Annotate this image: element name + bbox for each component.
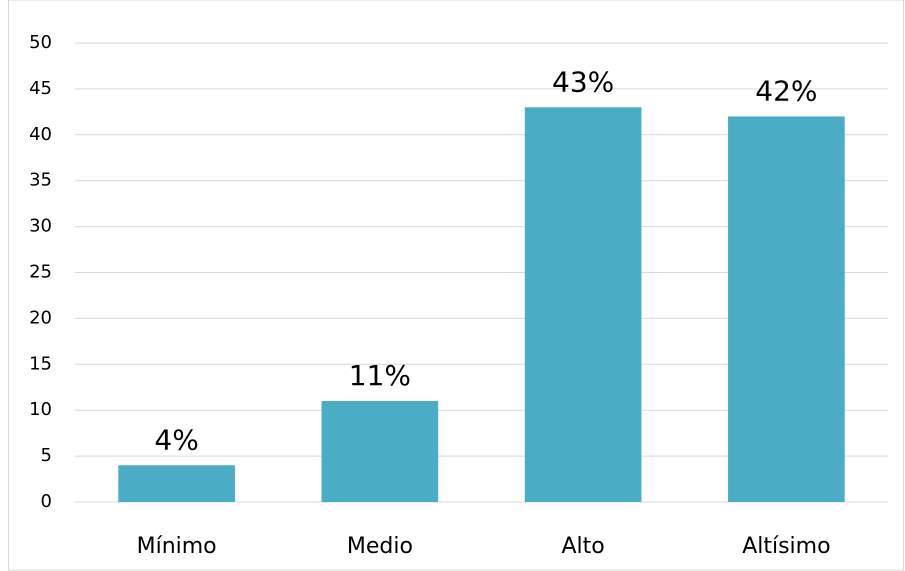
value-label: 42% xyxy=(755,74,817,107)
y-tick-label: 20 xyxy=(29,307,52,328)
y-tick-label: 50 xyxy=(29,32,52,53)
y-tick-label: 40 xyxy=(29,124,52,145)
bar xyxy=(321,401,439,502)
y-tick-label: 0 xyxy=(41,491,52,512)
bar xyxy=(524,107,642,502)
value-label: 11% xyxy=(349,359,411,392)
x-tick-label: Mínimo xyxy=(137,534,217,559)
value-label: 43% xyxy=(552,65,614,98)
y-tick-label: 45 xyxy=(29,78,52,99)
bar xyxy=(728,116,845,502)
value-label: 4% xyxy=(154,423,198,456)
bar xyxy=(118,465,235,502)
y-tick-label: 5 xyxy=(41,445,52,466)
y-tick-label: 30 xyxy=(29,216,52,237)
y-tick-label: 15 xyxy=(29,353,52,374)
y-tick-label: 35 xyxy=(29,170,52,191)
x-tick-label: Medio xyxy=(347,534,413,559)
y-tick-label: 25 xyxy=(29,262,52,283)
x-tick-label: Altísimo xyxy=(742,534,830,559)
y-tick-label: 10 xyxy=(29,399,52,420)
x-tick-label: Alto xyxy=(562,534,605,559)
